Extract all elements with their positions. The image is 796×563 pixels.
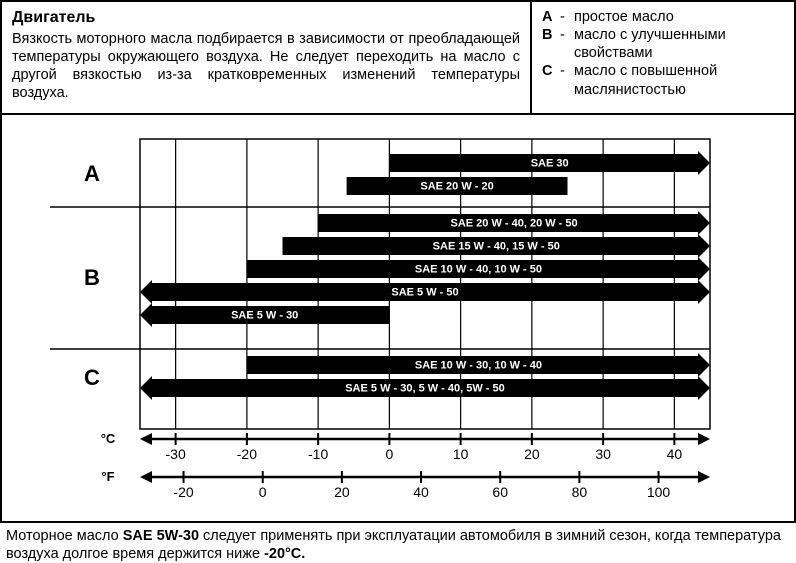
svg-text:SAE 20 W - 40, 20 W - 50: SAE 20 W - 40, 20 W - 50 [450, 217, 577, 229]
svg-text:A: A [84, 160, 100, 185]
svg-text:-20: -20 [173, 484, 193, 500]
svg-text:SAE 20 W - 20: SAE 20 W - 20 [420, 180, 493, 192]
svg-text:-30: -30 [166, 446, 186, 462]
legend-row: B-масло с улучшенными свойствами [542, 26, 784, 62]
svg-text:-20: -20 [237, 446, 257, 462]
chart-panel: A SAE 30 SAE 20 W - 20 B SAE 20 W - 40, 20 W… [2, 115, 794, 521]
legend-key: B [542, 26, 560, 62]
svg-text:°F: °F [101, 469, 114, 484]
svg-text:20: 20 [524, 446, 540, 462]
footnote-bold-1: SAE 5W-30 [123, 528, 199, 544]
svg-text:60: 60 [492, 484, 508, 500]
svg-text:10: 10 [453, 446, 469, 462]
legend-dash: - [560, 62, 574, 98]
footnote: Моторное масло SAE 5W-30 следует применя… [0, 523, 796, 563]
footnote-pre: Моторное масло [6, 528, 123, 544]
legend-row: C-масло с повышенной маслянистостью [542, 62, 784, 98]
svg-text:80: 80 [572, 484, 588, 500]
document-frame: Двигатель Вязкость моторного масла подби… [0, 0, 796, 523]
svg-text:B: B [84, 264, 100, 289]
svg-text:0: 0 [259, 484, 267, 500]
legend-dash: - [560, 26, 574, 62]
svg-text:20: 20 [334, 484, 350, 500]
header-body: Вязкость моторного масла подбирается в з… [12, 31, 520, 101]
legend-text: масло с повышенной маслянистостью [574, 62, 784, 98]
svg-text:SAE 30: SAE 30 [531, 157, 569, 169]
legend-block: A-простое маслоB-масло с улучшенными сво… [532, 2, 794, 113]
legend-text: простое масло [574, 8, 784, 26]
svg-text:SAE 10 W - 30, 10 W - 40: SAE 10 W - 30, 10 W - 40 [415, 359, 542, 371]
svg-text:100: 100 [647, 484, 671, 500]
svg-text:SAE 5 W - 30, 5 W - 40, 5W - 5: SAE 5 W - 30, 5 W - 40, 5W - 50 [345, 382, 505, 394]
svg-text:40: 40 [413, 484, 429, 500]
legend-text: масло с улучшенными свойствами [574, 26, 784, 62]
legend-key: A [542, 8, 560, 26]
svg-text:SAE 10 W - 40, 10 W - 50: SAE 10 W - 40, 10 W - 50 [415, 263, 542, 275]
svg-text:30: 30 [595, 446, 611, 462]
legend-dash: - [560, 8, 574, 26]
header-row: Двигатель Вязкость моторного масла подби… [2, 2, 794, 115]
header-title: Двигатель [12, 8, 520, 28]
svg-text:C: C [84, 364, 100, 389]
svg-text:°C: °C [101, 431, 116, 446]
legend-key: C [542, 62, 560, 98]
svg-text:SAE 5 W - 50: SAE 5 W - 50 [391, 286, 458, 298]
svg-text:SAE 5 W - 30: SAE 5 W - 30 [231, 309, 298, 321]
oil-viscosity-chart: A SAE 30 SAE 20 W - 20 B SAE 20 W - 40, 20 W… [20, 129, 755, 509]
footnote-bold-2: -20°C. [264, 546, 305, 562]
svg-text:40: 40 [667, 446, 683, 462]
header-text-block: Двигатель Вязкость моторного масла подби… [2, 2, 532, 113]
legend-row: A-простое масло [542, 8, 784, 26]
svg-text:SAE 15 W - 40, 15 W - 50: SAE 15 W - 40, 15 W - 50 [433, 240, 560, 252]
svg-text:-10: -10 [308, 446, 328, 462]
svg-text:0: 0 [385, 446, 393, 462]
